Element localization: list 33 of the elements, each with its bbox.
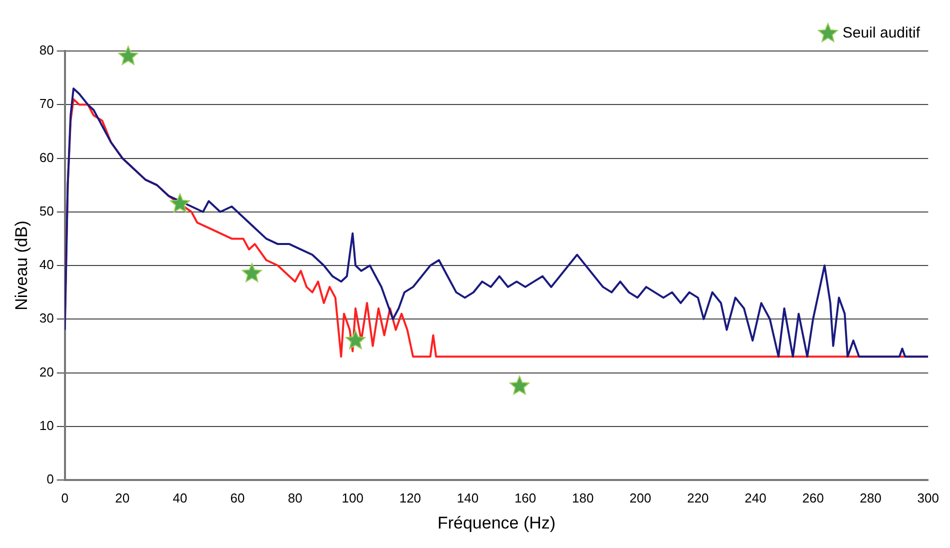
y-tick-label: 20: [39, 364, 54, 380]
x-tick-label: 240: [744, 490, 766, 506]
x-tick-label: 220: [687, 490, 709, 506]
x-axis-title: Fréquence (Hz): [437, 513, 556, 532]
x-tick-label: 120: [399, 490, 422, 506]
y-tick-label: 30: [39, 310, 54, 326]
y-tick-label: 80: [39, 42, 54, 58]
y-tick-label: 50: [39, 203, 54, 218]
legend-label: Seuil auditif: [842, 24, 921, 42]
x-tick-label: 160: [514, 490, 536, 506]
x-tick-label: 260: [802, 490, 824, 506]
x-tick-label: 300: [917, 490, 940, 506]
y-axis-title: Niveau (dB): [12, 220, 31, 310]
point: [345, 330, 366, 350]
y-tick-label: 10: [39, 418, 54, 433]
y-tick-label: 70: [39, 96, 54, 112]
x-tick-label: 180: [572, 490, 594, 506]
x-tick-label: 80: [288, 490, 302, 506]
point: [170, 193, 190, 212]
y-tick-label: 0: [46, 472, 54, 487]
x-tick-label: 280: [860, 490, 882, 506]
x-tick-label: 200: [630, 490, 652, 506]
y-tick-label: 40: [39, 257, 54, 272]
x-tick-label: 140: [456, 490, 479, 506]
x-tick-label: 0: [61, 490, 68, 506]
x-tick-label: 60: [230, 490, 245, 506]
x-tick-label: 100: [342, 490, 364, 506]
point: [510, 376, 530, 395]
y-tick-label: 60: [39, 150, 54, 165]
x-tick-label: 40: [172, 490, 188, 506]
point: [242, 263, 262, 282]
x-tick-label: 20: [115, 490, 130, 506]
point: [118, 46, 138, 65]
